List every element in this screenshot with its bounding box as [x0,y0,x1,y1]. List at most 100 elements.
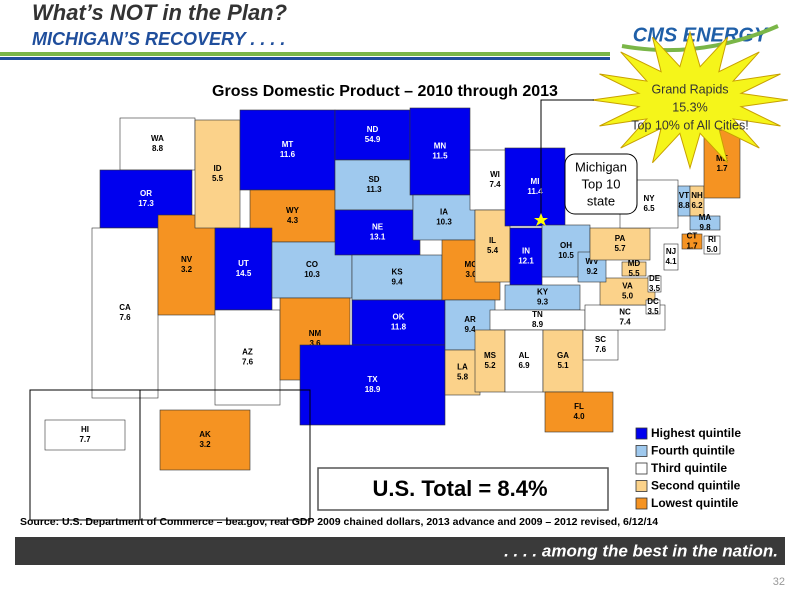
state-abbr: OH [560,241,572,250]
state-value: 3.2 [199,440,211,449]
state-abbr: HI [81,425,89,434]
state [299,344,446,426]
banner: . . . . among the best in the nation. [504,541,778,560]
state-value: 9.4 [464,325,476,334]
state-value: 5.5 [212,174,224,183]
state-abbr: IL [489,236,496,245]
callout: Michigan Top 10 state [534,99,638,226]
state-value: 5.8 [457,373,469,382]
state-abbr: NY [643,194,655,203]
state [239,109,336,191]
state [474,209,511,283]
legend-label: Highest quintile [651,426,741,440]
state-value: 11.4 [527,187,543,196]
state-value: 7.4 [619,318,631,327]
state-abbr: KY [537,288,549,297]
legend-swatch [635,427,648,440]
callout-box [564,153,638,215]
state [589,227,651,261]
state-abbr: WY [286,206,300,215]
state-abbr: FL [574,402,584,411]
state [334,159,414,211]
state-abbr: NC [619,308,631,317]
state-value: 9.8 [699,223,711,232]
page-number: 32 [773,576,785,588]
state-value: 12.1 [518,257,534,266]
state-abbr: CA [119,303,131,312]
state-value: 9.3 [537,298,549,307]
state-value: 5.0 [706,245,718,254]
state [409,107,471,196]
state [504,147,566,227]
state-abbr: UT [238,259,249,268]
state-value: 5.5 [628,269,640,278]
state [214,227,273,311]
state-abbr: CT [687,232,698,241]
state-abbr: WI [490,170,500,179]
state-value: 7.6 [242,358,254,367]
state-abbr: KS [391,268,403,277]
state-abbr: MT [282,140,294,149]
state-abbr: DE [649,274,661,283]
rule-blue [0,57,610,60]
state-abbr: OR [140,189,152,198]
state [689,215,721,231]
state-value: 18.9 [365,385,381,394]
source: Source: U.S. Department of Commerce – be… [20,516,658,528]
legend-swatch [635,480,648,492]
starburst: Grand Rapids 15.3% Top 10% of All Cities! [591,30,789,170]
state-abbr: MN [434,142,447,151]
state [334,209,421,256]
state-abbr: AK [199,430,211,439]
state-value: 5.4 [487,246,499,255]
state-abbr: ND [367,125,379,134]
state-value: 6.5 [643,204,655,213]
state-abbr: MA [699,213,712,222]
state [351,299,446,346]
state-value: 5.7 [614,244,626,253]
state-abbr: NE [372,223,384,232]
state-value: 3.2 [181,265,193,274]
us-total: U.S. Total = 8.4% [372,476,547,501]
state-value: 3.5 [649,284,661,293]
state-value: 3.6 [309,339,321,348]
header-title: What’s NOT in the Plan? [32,0,287,25]
alaska-inset [139,389,311,521]
state-abbr: IA [440,208,448,217]
legend-swatch [635,462,648,475]
state-value: 5.0 [622,292,634,301]
state [157,214,216,316]
state-value: 1.7 [716,164,728,173]
legend-label: Second quintile [651,479,741,493]
state-abbr: ME [716,154,729,163]
state [645,299,661,315]
state-value: 5.2 [484,361,496,370]
state-value: 8.9 [532,320,544,329]
state-value: 4.3 [287,216,299,225]
state-value: 3.5 [647,307,659,316]
callout-text: Top 10 [581,176,620,191]
state-value: 6.9 [518,361,530,370]
state [119,117,196,171]
state-abbr: TN [532,310,543,319]
hawaii-inset [29,389,141,521]
state-value: 14.5 [236,269,252,278]
state-abbr: NV [181,255,193,264]
state [444,349,481,396]
state-abbr: LA [457,363,468,372]
state-abbr: AR [464,315,476,324]
starburst-text: Grand Rapids [651,82,728,96]
state-value: 17.3 [138,199,154,208]
state [474,329,506,393]
starburst-text: 15.3% [672,100,707,114]
state-abbr: MO [465,260,478,269]
state [647,275,662,293]
callout-text: state [587,193,615,208]
state-abbr: NM [309,329,322,338]
state-value: 10.5 [558,251,574,260]
total-box [317,467,609,511]
state [504,329,544,393]
state-abbr: WV [586,257,600,266]
state-abbr: VA [622,282,633,291]
